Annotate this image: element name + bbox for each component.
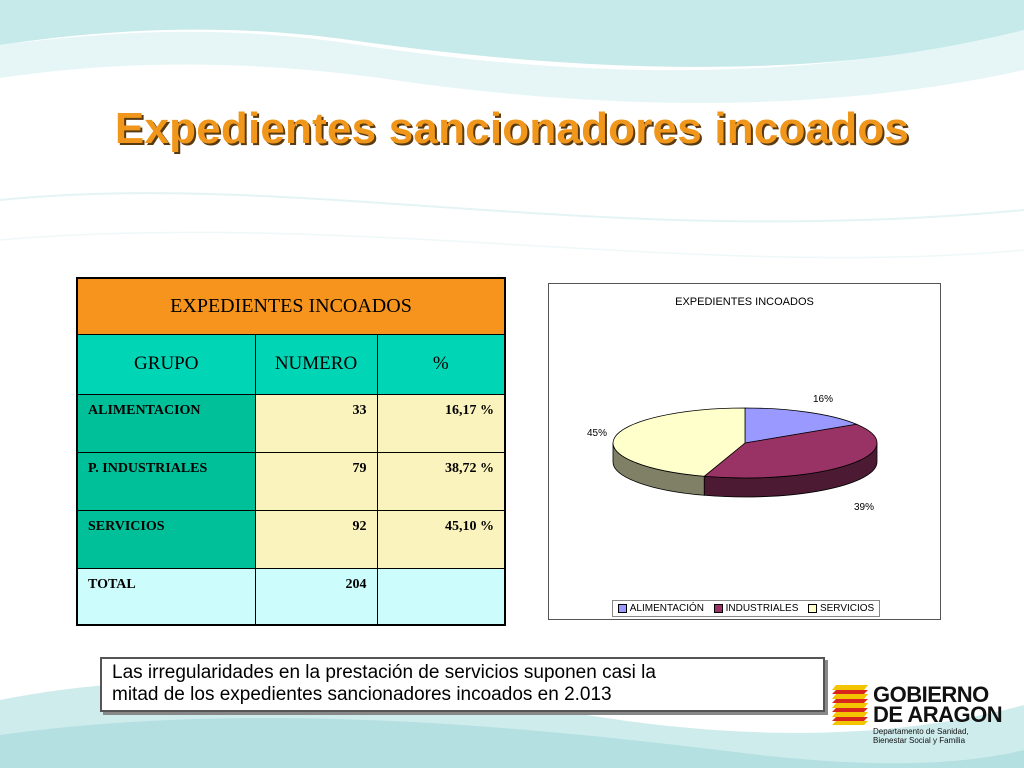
legend-label: SERVICIOS <box>819 603 875 614</box>
legend-label: ALIMENTACIÓN <box>629 603 705 614</box>
legend-swatch-industriales <box>713 604 723 613</box>
pie-chart: EXPEDIENTES INCOADOS 16% 39% 45% ALIMENT… <box>548 283 941 620</box>
cell-numero: 33 <box>254 393 378 453</box>
slide-title: Expedientes sancionadores incoados <box>114 104 910 153</box>
legend-label: INDUSTRIALES <box>725 603 799 614</box>
pie-slice-industriales <box>703 423 878 479</box>
table-row: SERVICIOS 92 45,10 % <box>76 509 506 569</box>
legend-item: INDUSTRIALES <box>713 603 799 614</box>
pie-slice-servicios <box>612 407 746 477</box>
pie-label-industriales: 39% <box>854 502 875 513</box>
cell-total-numero: 204 <box>254 567 378 626</box>
cell-total-percent <box>376 567 506 626</box>
logo-text-aragon: DE ARAGON <box>873 702 1003 727</box>
table-row: P. INDUSTRIALES 79 38,72 % <box>76 451 506 511</box>
pie-label-servicios: 45% <box>587 428 608 439</box>
gobierno-aragon-logo: GOBIERNO DE ARAGON Departamento de Sanid… <box>832 682 1012 747</box>
pie-chart-svg <box>612 407 878 498</box>
cell-percent: 38,72 % <box>376 451 506 511</box>
summary-line-2: mitad de los expedientes sancionadores i… <box>112 684 612 705</box>
pie-label-alimentacion: 16% <box>813 394 834 405</box>
cell-percent: 45,10 % <box>376 509 506 569</box>
cell-grupo: P. INDUSTRIALES <box>76 451 256 511</box>
aragon-flag-icon <box>832 685 868 725</box>
pie-slice-alimentacion <box>744 407 858 444</box>
legend-swatch-alimentacion <box>617 604 627 613</box>
cell-total-label: TOTAL <box>76 567 256 626</box>
cell-numero: 92 <box>254 509 378 569</box>
chart-title: EXPEDIENTES INCOADOS <box>675 296 814 308</box>
table-title: EXPEDIENTES INCOADOS <box>76 277 506 335</box>
legend-item: ALIMENTACIÓN <box>617 603 705 614</box>
cell-grupo: SERVICIOS <box>76 509 256 569</box>
table-row: ALIMENTACION 33 16,17 % <box>76 393 506 453</box>
chart-legend: ALIMENTACIÓN INDUSTRIALES SERVICIOS <box>612 600 880 617</box>
column-header-grupo: GRUPO <box>76 333 256 395</box>
logo-text-gobierno: GOBIERNO <box>873 682 989 707</box>
legend-item: SERVICIOS <box>807 603 875 614</box>
logo-department-line1: Departamento de Sanidad, <box>873 727 969 736</box>
column-header-numero: NUMERO <box>254 333 378 395</box>
expedientes-table: EXPEDIENTES INCOADOS GRUPO NUMERO % ALIM… <box>76 277 506 626</box>
summary-callout: Las irregularidades en la prestación de … <box>100 657 825 712</box>
cell-grupo: ALIMENTACION <box>76 393 256 453</box>
logo-department-line2: Bienestar Social y Familia <box>873 736 966 745</box>
legend-swatch-servicios <box>807 604 817 613</box>
table-total-row: TOTAL 204 <box>76 567 506 626</box>
cell-numero: 79 <box>254 451 378 511</box>
column-header-percent: % <box>376 333 506 395</box>
summary-line-1: Las irregularidades en la prestación de … <box>112 662 656 683</box>
cell-percent: 16,17 % <box>376 393 506 453</box>
